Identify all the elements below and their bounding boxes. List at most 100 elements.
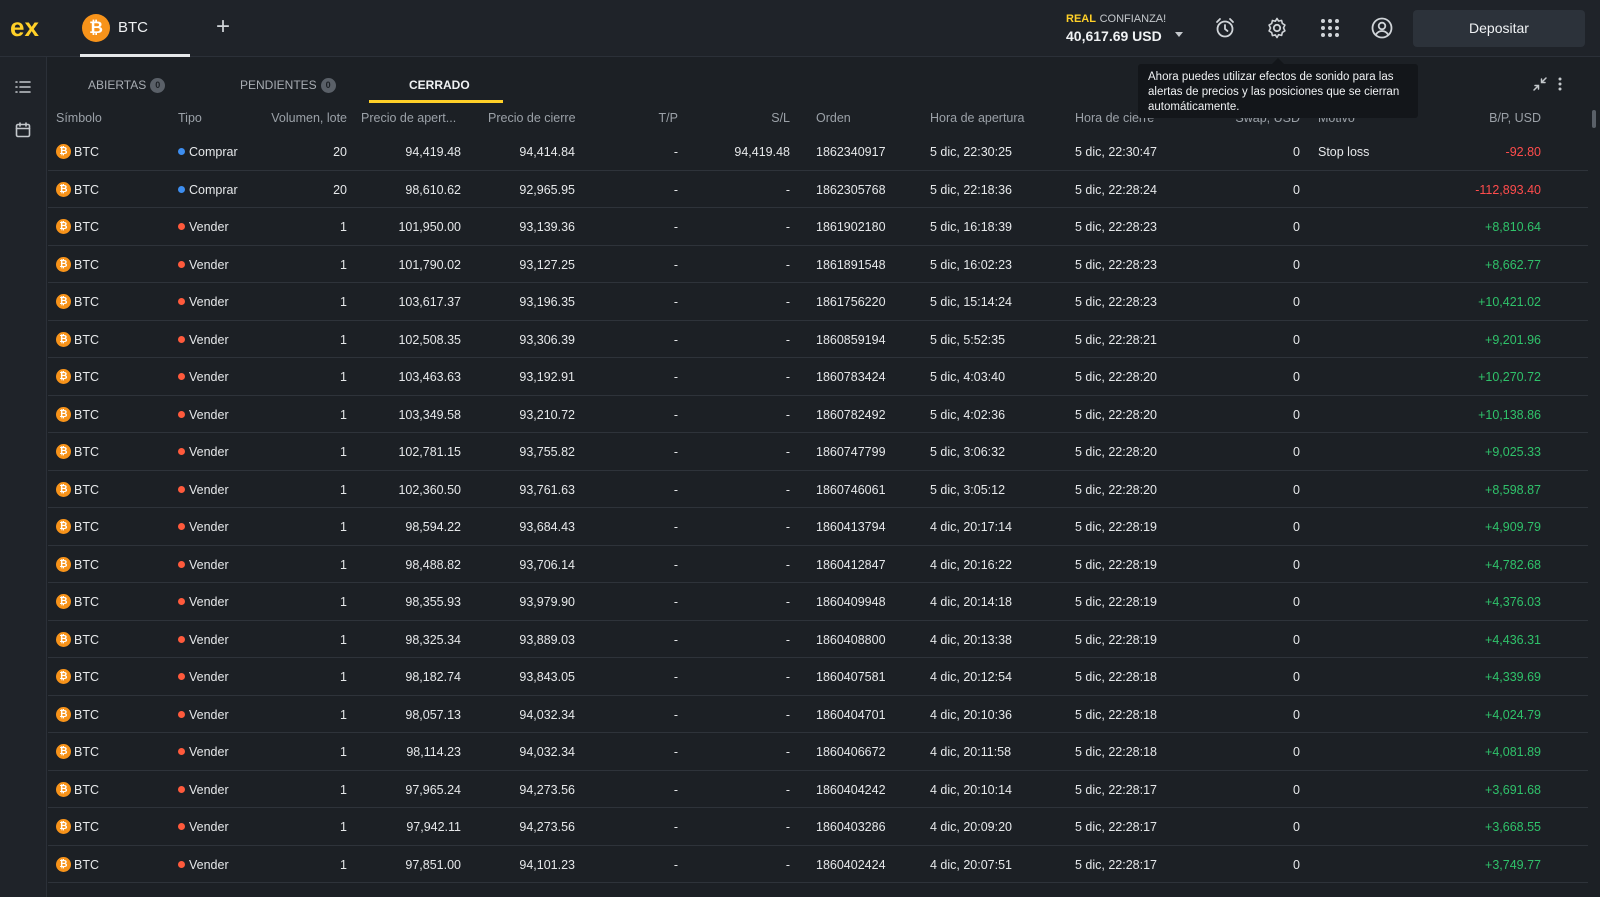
cell-swap: 0 [1293,482,1300,497]
deposit-button[interactable]: Depositar [1413,10,1585,47]
column-symbol[interactable]: Símbolo [56,111,102,125]
bitcoin-icon: ₿ [56,819,71,834]
column-open-time[interactable]: Hora de apertura [930,111,1025,125]
column-sl[interactable]: S/L [771,111,790,125]
cell-close-price: 93,979.90 [519,595,575,609]
tab-open[interactable]: ABIERTAS 0 [88,64,166,104]
exness-logo[interactable]: ex [10,14,52,42]
cell-close-price: 94,273.56 [519,782,575,797]
collapse-icon[interactable] [1532,76,1548,92]
cell-pnl: +9,025.33 [1485,445,1541,459]
account-selector[interactable]: REAL CONFIANZA! 40,617.69 USD [1066,10,1191,50]
table-row[interactable]: ₿ BTC Vender 1 103,349.58 93,210.72 - - 18607824… [48,396,1588,433]
cell-open-time: 5 dic, 22:18:36 [930,182,1013,197]
cell-volume: 1 [340,407,347,422]
table-row[interactable]: ₿ BTC Vender 1 98,114.23 94,032.34 - - 186040667… [48,733,1588,771]
cell-open-time: 5 dic, 4:03:40 [930,370,1006,384]
cell-order: 1860783424 [816,370,886,384]
cell-tp: - [673,182,678,197]
list-icon[interactable] [14,78,32,96]
bitcoin-icon: ₿ [56,669,71,684]
table-row[interactable]: ₿ BTC Vender 1 98,325.34 93,889.03 - - 186040880… [48,621,1588,658]
side-dot-icon [178,823,185,830]
side-dot-icon [178,335,185,343]
column-order[interactable]: Orden [816,111,851,125]
more-options-icon[interactable] [1552,76,1568,92]
column-close-time[interactable]: Hora de cierre [1075,111,1155,125]
cell-open-price: 98,182.74 [405,670,461,684]
column-open-price[interactable]: Precio de apert... [361,111,457,125]
bitcoin-icon: ₿ [56,369,71,384]
cell-volume: 1 [340,370,347,384]
bitcoin-icon: ₿ [56,444,71,459]
table-row[interactable]: ₿ BTC Vender 1 98,355.93 93,979.90 - - 186040994… [48,583,1588,621]
cell-close-price: 94,032.34 [519,745,575,759]
cell-order: 1860746061 [816,482,886,497]
cell-volume: 1 [340,557,347,572]
bitcoin-icon: ₿ [56,256,71,272]
table-scrollbar[interactable] [1592,110,1596,128]
cell-type: Vender [178,745,229,759]
cell-tp: - [673,482,678,497]
table-row[interactable]: ₿ BTC Vender 1 98,488.82 93,706.14 - - 186041284… [48,546,1588,583]
column-pnl[interactable]: B/P, USD [1489,111,1541,125]
cell-sl: - [785,407,790,422]
cell-order: 1860404242 [816,782,886,797]
cell-volume: 1 [340,482,347,497]
cell-type: Vender [178,520,229,534]
table-row[interactable]: ₿ BTC Vender 1 98,182.74 93,843.05 - - 186040758… [48,658,1588,696]
alarm-icon[interactable] [1213,16,1237,40]
table-row[interactable]: ₿ BTC Vender 1 102,508.35 93,306.39 - - 18608591… [48,321,1588,358]
table-row[interactable]: ₿ BTC Vender 1 102,360.50 93,761.63 - - 18607460… [48,471,1588,508]
cell-symbol: BTC [74,707,99,722]
cell-order: 1860859194 [816,332,886,347]
cell-open-time: 5 dic, 16:18:39 [930,220,1013,234]
column-volume[interactable]: Volumen, lote [271,111,347,125]
cell-volume: 1 [340,445,347,459]
cell-open-price: 103,349.58 [398,407,461,422]
cell-pnl: +3,668.55 [1485,820,1541,834]
user-icon[interactable] [1370,16,1394,40]
table-row[interactable]: ₿ BTC Vender 1 103,617.37 93,196.35 - - 18617562… [48,283,1588,321]
cell-swap: 0 [1293,632,1300,647]
table-row[interactable]: ₿ BTC Comprar 20 94,419.48 94,414.84 - 94,419.4… [48,133,1588,171]
side-dot-icon [178,860,185,868]
cell-close-time: 5 dic, 22:28:19 [1075,520,1158,534]
cell-close-price: 93,761.63 [519,482,575,497]
gear-icon[interactable] [1265,16,1289,40]
table-row[interactable]: ₿ BTC Vender 1 97,965.24 94,273.56 - - 186040424… [48,771,1588,808]
table-row[interactable]: ₿ BTC Vender 1 101,790.02 93,127.25 - - 18618915… [48,246,1588,283]
cell-sl: - [785,257,790,272]
table-row[interactable]: ₿ BTC Vender 1 102,781.15 93,755.82 - - 18607477… [48,433,1588,471]
column-tp[interactable]: T/P [658,111,678,125]
cell-close-price: 93,127.25 [519,257,575,272]
table-row[interactable]: ₿ BTC Comprar 20 98,610.62 92,965.95 - - 1862305… [48,171,1588,208]
calendar-icon[interactable] [14,121,32,139]
cell-type: Comprar [178,183,238,197]
cell-open-price: 98,114.23 [406,745,461,759]
add-tab-button[interactable]: + [216,13,231,40]
cell-close-time: 5 dic, 22:30:47 [1075,145,1158,159]
cell-swap: 0 [1293,820,1300,834]
instrument-tab-btc[interactable]: ₿ BTC [80,0,190,57]
cell-close-time: 5 dic, 22:28:19 [1075,632,1158,647]
column-type[interactable]: Tipo [178,111,202,125]
tab-closed[interactable]: CERRADO [409,64,470,104]
table-row[interactable]: ₿ BTC Vender 1 97,851.00 94,101.23 - - 186040242… [48,846,1588,883]
table-row[interactable]: ₿ BTC Vender 1 101,950.00 93,139.36 - - 18619021… [48,208,1588,246]
table-row[interactable]: ₿ BTC Vender 1 103,463.63 93,192.91 - - 18607834… [48,358,1588,396]
table-row[interactable]: ₿ BTC Vender 1 98,594.22 93,684.43 - - 186041379… [48,508,1588,546]
cell-pnl: +4,024.79 [1485,707,1541,722]
tab-pending[interactable]: PENDIENTES 0 [240,64,336,104]
table-row[interactable]: ₿ BTC Vender 1 98,057.13 94,032.34 - - 186040470… [48,696,1588,733]
side-dot-icon [178,448,185,455]
cell-close-price: 94,032.34 [519,707,575,722]
cell-symbol: BTC [74,257,99,272]
tab-open-label: ABIERTAS [88,78,147,92]
side-dot-icon [178,485,185,493]
apps-grid-icon[interactable] [1318,16,1342,40]
column-close-price[interactable]: Precio de cierre [488,111,576,125]
cell-close-time: 5 dic, 22:28:19 [1075,595,1158,609]
table-row[interactable]: ₿ BTC Vender 1 97,942.11 94,273.56 - - 186040328… [48,808,1588,846]
side-dot-icon [178,410,185,418]
